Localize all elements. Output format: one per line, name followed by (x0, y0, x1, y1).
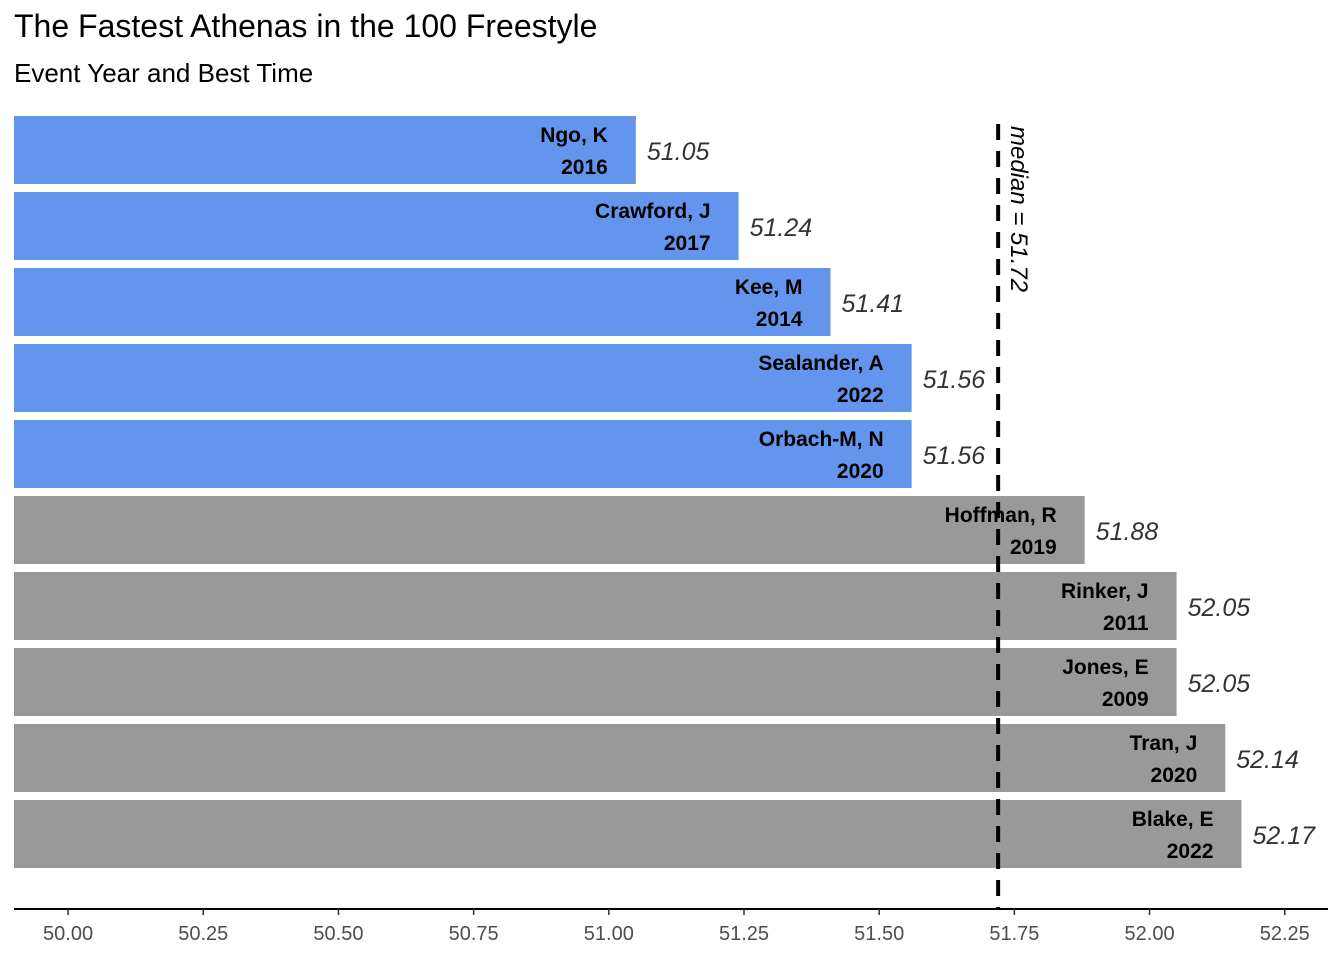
bar-name-label: Sealander, A (758, 352, 883, 375)
bar-group: Sealander, A 2022 51.56 (14, 344, 985, 412)
bar-value-label: 51.41 (842, 290, 905, 318)
bar-year-label: 2017 (664, 232, 711, 255)
bar-value-label: 51.56 (923, 366, 986, 394)
x-tick-label: 50.25 (178, 923, 228, 945)
bar-year-label: 2022 (837, 384, 884, 407)
bar-group: Hoffman, R 2019 51.88 (14, 496, 1158, 564)
bar-value-label: 51.05 (647, 138, 710, 166)
bar-name-label: Jones, E (1062, 656, 1148, 679)
bars-layer: Ngo, K 2016 51.05 Crawford, J 2017 51.24 Kee, … (14, 116, 1316, 868)
bar-value-label: 52.05 (1188, 670, 1251, 698)
bar-group: Blake, E 2022 52.17 (14, 800, 1316, 868)
bar (14, 192, 739, 260)
bar (14, 572, 1177, 640)
bar-name-label: Tran, J (1130, 732, 1198, 755)
bar-year-label: 2009 (1102, 688, 1149, 711)
bar-value-label: 52.14 (1236, 746, 1299, 774)
bar-name-label: Rinker, J (1061, 580, 1149, 603)
bar-value-label: 51.88 (1096, 518, 1159, 546)
bar (14, 344, 912, 412)
bar-name-label: Ngo, K (540, 124, 608, 147)
x-tick-label: 51.75 (989, 923, 1039, 945)
bar-year-label: 2014 (756, 308, 803, 331)
bar-year-label: 2020 (837, 460, 884, 483)
bar-name-label: Kee, M (735, 276, 803, 299)
bar-group: Tran, J 2020 52.14 (14, 724, 1299, 792)
bar-value-label: 51.56 (923, 442, 986, 470)
x-tick-label: 50.50 (313, 923, 363, 945)
bar (14, 420, 912, 488)
bar-group: Rinker, J 2011 52.05 (14, 572, 1250, 640)
bar (14, 648, 1177, 716)
x-tick-label: 52.00 (1125, 923, 1175, 945)
chart-title: The Fastest Athenas in the 100 Freestyle (14, 8, 598, 44)
bar-name-label: Orbach-M, N (759, 428, 884, 451)
x-tick-label: 52.25 (1260, 923, 1310, 945)
bar (14, 116, 636, 184)
bar-group: Ngo, K 2016 51.05 (14, 116, 710, 184)
bar-value-label: 52.05 (1188, 594, 1251, 622)
bar-group: Jones, E 2009 52.05 (14, 648, 1250, 716)
x-tick-label: 51.25 (719, 923, 769, 945)
bar (14, 268, 831, 336)
bar-value-label: 52.17 (1252, 822, 1316, 850)
bar-year-label: 2022 (1167, 840, 1214, 863)
bar-value-label: 51.24 (750, 214, 813, 242)
bar-year-label: 2020 (1151, 764, 1198, 787)
bar-name-label: Crawford, J (595, 200, 711, 223)
bar-name-label: Hoffman, R (945, 504, 1057, 527)
bar (14, 724, 1226, 792)
median-label: median = 51.72 (1005, 126, 1032, 292)
bar (14, 496, 1085, 564)
x-tick-label: 51.50 (854, 923, 904, 945)
bar-name-label: Blake, E (1132, 808, 1214, 831)
chart-subtitle: Event Year and Best Time (14, 58, 314, 88)
x-tick-label: 51.00 (584, 923, 634, 945)
bar-group: Kee, M 2014 51.41 (14, 268, 904, 336)
bar-year-label: 2016 (561, 156, 608, 179)
bar-group: Crawford, J 2017 51.24 (14, 192, 812, 260)
bar (14, 800, 1242, 868)
bar-group: Orbach-M, N 2020 51.56 (14, 420, 985, 488)
x-tick-label: 50.00 (43, 923, 93, 945)
bar-year-label: 2019 (1010, 536, 1057, 559)
bar-year-label: 2011 (1103, 612, 1149, 635)
median-layer: median = 51.72 (996, 124, 1032, 909)
x-axis: 50.00 50.25 50.50 50.75 51.00 51.25 51.50 51.75… (14, 908, 1328, 945)
x-tick-label: 50.75 (449, 923, 499, 945)
